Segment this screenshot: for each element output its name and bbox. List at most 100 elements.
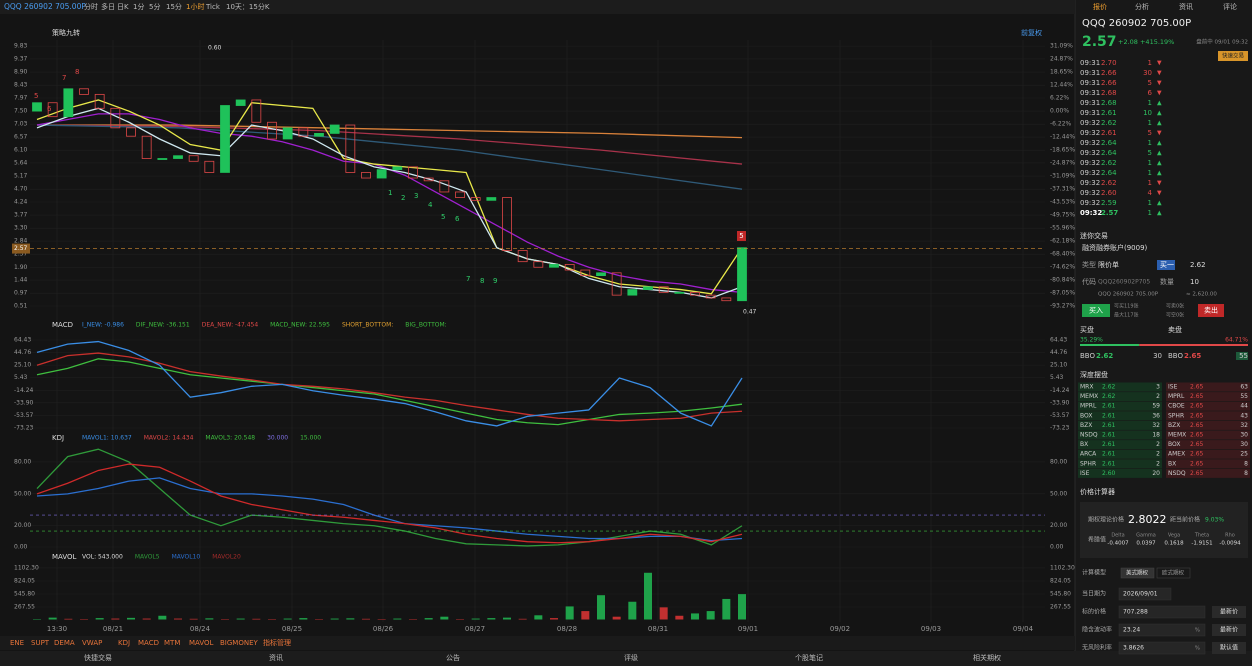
trade-size: 1 [1148,159,1152,167]
input-value: 23.24 [1123,627,1140,634]
time-label: 09/03 [921,625,941,633]
y-tick-label-right: 20.00 [1050,522,1067,529]
period-tab[interactable]: 15分 [166,2,182,11]
indicator-tab[interactable]: 指标管理 [263,638,291,647]
time-label: 08/28 [557,625,577,633]
side-button-label[interactable]: 默认值 [1220,644,1238,652]
indicator-tab[interactable]: KDJ [118,639,130,647]
depth-size: 43 [1240,412,1248,419]
order-price[interactable]: 2.62 [1190,261,1206,269]
indicator-tab[interactable]: DEMA [54,639,75,647]
volume-bar [628,601,637,620]
trade-arrow: ▼ [1157,90,1162,97]
trade-size: 5 [1148,129,1152,137]
trade-arrow: ▲ [1157,160,1162,167]
side-button[interactable] [1212,606,1246,618]
footer-tab[interactable]: 公告 [446,653,460,662]
order-qty[interactable]: 10 [1190,278,1199,286]
model-label[interactable]: 欧式期权 [1162,569,1185,577]
exchange: MEMX [1080,393,1098,400]
footer-tab[interactable]: 评级 [624,653,638,662]
calc-title: 价格计算器 [1080,487,1115,496]
order-type[interactable]: 限价单 [1098,260,1119,269]
indicator-tab[interactable]: MAVOL [189,639,214,647]
indicator-tab[interactable]: VWAP [82,639,102,647]
volume-bar [503,617,511,620]
period-tab[interactable]: 日K [117,3,129,11]
input-box[interactable] [1118,623,1206,637]
period-tab[interactable]: 分时 [84,2,98,11]
indicator-tab[interactable]: BIGMONEY [220,639,258,647]
footer-tab[interactable]: 快捷交易 [84,653,112,662]
y-tick-label-right: 64.43 [1050,336,1067,343]
depth-price: 2.61 [1102,441,1116,448]
period-tab[interactable]: 5分 [149,2,160,11]
legend-entry: SHORT_BOTTOM: [342,322,393,329]
sell-info: 可卖0张 [1166,303,1184,310]
period-tab[interactable]: 多日 [101,2,115,11]
input-box[interactable] [1118,605,1206,619]
indicator-line [36,463,743,544]
volume-bar [471,618,480,620]
indicator-tab[interactable]: ENE [10,639,24,647]
sell-label[interactable]: 卖出 [1204,306,1218,315]
greek-name: Delta [1111,533,1124,539]
indicator-tab[interactable]: MTM [164,639,180,647]
sell-button[interactable] [1198,304,1224,317]
nine-count: 4 [428,201,433,209]
label: 期权理论价格 [1088,516,1124,524]
side-tab[interactable]: 资讯 [1179,2,1193,11]
nine-count: 8 [75,68,79,76]
legend-entry: 15.000 [300,435,321,442]
time-label: 09/04 [1013,625,1034,633]
quick-button[interactable] [1218,51,1248,61]
period-tab[interactable]: Tick [205,3,221,11]
buy-label[interactable]: 买入 [1089,307,1103,315]
model-label[interactable]: 美式期权 [1126,569,1149,577]
trade-size: 1 [1148,139,1152,147]
period-tab[interactable]: 1小时 [186,2,204,11]
theo-price: 2.8022 [1128,513,1167,526]
footer-tab[interactable]: 相关期权 [973,653,1001,662]
side-button-label[interactable]: 最新价 [1220,608,1238,616]
order-amount: ≈ 2,620.00 [1186,292,1217,298]
side-button-label[interactable]: 最新价 [1220,626,1238,634]
trade-arrow: ▲ [1157,110,1162,117]
depth-row [1078,382,1162,392]
bbo-ask-box [1236,352,1248,360]
quick-label[interactable]: 快速交易 [1222,52,1244,60]
side-tab[interactable]: 评论 [1223,2,1237,11]
side-button[interactable] [1212,624,1246,636]
depth-row [1078,430,1162,440]
exchange: MEMX [1168,432,1186,439]
y-tick-label-right: 80.00 [1050,458,1067,465]
model-option[interactable] [1120,567,1155,579]
indicator-tab[interactable]: MACD [138,639,159,647]
buy-button[interactable] [1082,304,1110,317]
depth-row [1078,468,1162,478]
exchange: BX [1168,460,1176,467]
side-button[interactable] [1212,642,1246,654]
input-box[interactable] [1118,641,1206,655]
trade-arrow: ▼ [1157,180,1162,187]
candle [455,191,465,198]
model-option[interactable] [1156,567,1191,579]
footer-tab[interactable]: 个股笔记 [795,653,823,662]
side-tab[interactable]: 分析 [1135,2,1149,11]
y-tick-label-right: 50.00 [1050,490,1067,497]
input-value: 3.8626 [1123,645,1144,652]
volume-bar [189,618,198,620]
y2-tick-label: -74.62% [1050,264,1075,271]
y-tick-label: 1.44 [14,277,28,284]
period-tab[interactable]: 10天：15分K [226,2,270,11]
indicator-tab[interactable]: SUPT [31,639,50,647]
strategy: 策略九转 [52,28,80,37]
footer-tab[interactable]: 资讯 [269,653,283,662]
depth-price: 2.61 [1102,412,1116,419]
bbo: BBO [1168,352,1183,360]
side-tab[interactable]: 报价 [1093,2,1107,11]
period-tab[interactable]: 1分 [133,2,144,11]
legend-entry: MAVOL20 [212,554,241,561]
input-box[interactable] [1118,587,1172,601]
trade-size: 5 [1148,79,1152,87]
